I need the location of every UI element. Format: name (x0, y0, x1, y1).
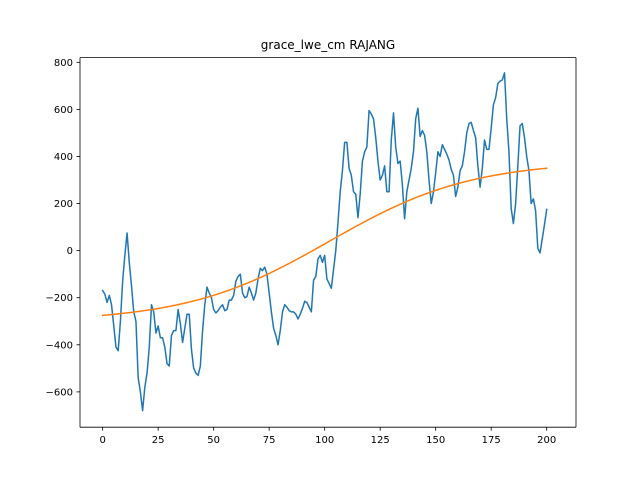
y-tick-label: 400 (54, 152, 73, 163)
axes: 0 25 50 75 100 125 150 175 200 −600 −400 −200 0 200 40… (46, 57, 577, 446)
y-tick-label: −200 (46, 293, 73, 304)
x-tick-label: 175 (482, 435, 501, 446)
chart-title: grace_lwe_cm RAJANG (261, 38, 395, 52)
y-tick-label: 600 (54, 105, 73, 116)
x-tick-label: 150 (426, 435, 445, 446)
x-tick-label: 50 (207, 435, 220, 446)
y-tick-label: −400 (46, 340, 73, 351)
series-line-trend (101, 167, 548, 317)
x-tick-label: 125 (371, 435, 390, 446)
y-tick-label: −600 (46, 387, 73, 398)
x-tick-label: 100 (315, 435, 334, 446)
plot-area (80, 57, 576, 428)
y-tick-label: 200 (54, 199, 73, 210)
x-tick-label: 200 (537, 435, 556, 446)
x-tick-label: 0 (99, 435, 105, 446)
series-line-raw (101, 72, 548, 412)
y-tick-label: 0 (67, 246, 73, 257)
y-tick-label: 800 (54, 58, 73, 69)
x-tick-label: 25 (152, 435, 165, 446)
x-tick-label: 75 (263, 435, 276, 446)
